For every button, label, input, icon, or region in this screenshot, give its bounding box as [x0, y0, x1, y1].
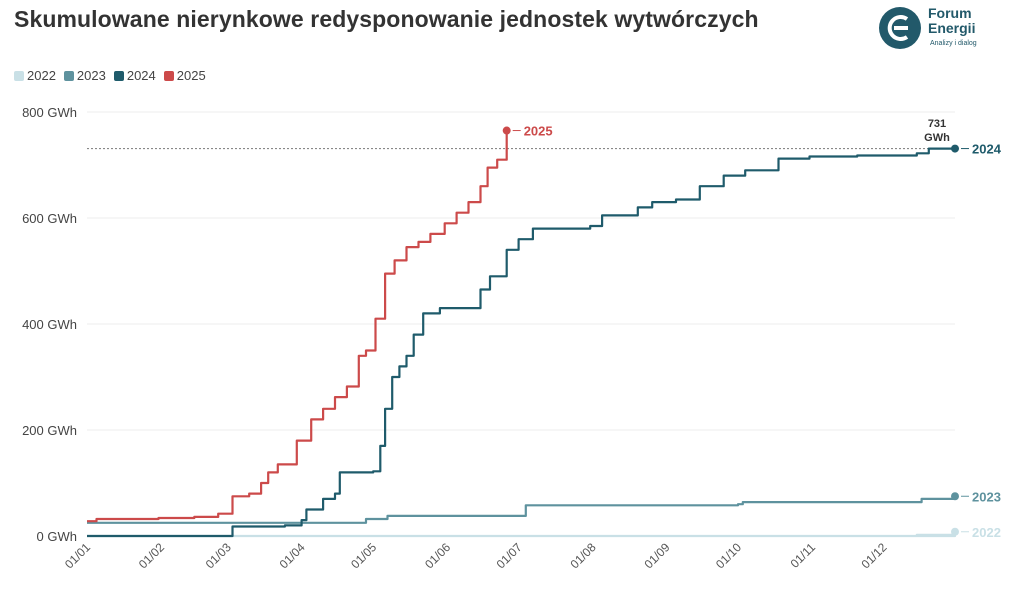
reference-label: 731 GWh — [924, 118, 950, 144]
brand-logo: Forum Energii Analizy i dialog — [878, 6, 1018, 56]
legend-label: 2022 — [27, 68, 56, 83]
legend-item-2024: 2024 — [113, 68, 156, 83]
brand-name-line2: Energii — [928, 20, 976, 36]
legend-swatch — [14, 70, 24, 81]
x-tick-label: 01/03 — [203, 540, 234, 571]
legend-swatch — [63, 70, 74, 81]
y-tick-label: 200 GWh — [22, 423, 77, 438]
x-tick-label: 01/07 — [494, 540, 525, 571]
series-line-2024 — [87, 147, 955, 538]
x-tick-label: 01/08 — [568, 540, 599, 571]
x-tick-label: 01/05 — [348, 540, 379, 571]
y-tick-label: 600 GWh — [22, 211, 77, 226]
page-title: Skumulowane nierynkowe redysponowanie je… — [14, 6, 759, 32]
series-endpoint-2024 — [951, 144, 959, 153]
x-tick-label: 01/11 — [788, 540, 819, 571]
legend-item-2022: 2022 — [14, 68, 56, 83]
series-end-label-2025: 2025 — [524, 124, 553, 139]
series-endpoint-2022 — [951, 527, 959, 536]
chart-legend: 2022 2023 2024 2025 — [14, 68, 206, 83]
x-tick-label: 01/06 — [422, 540, 453, 571]
legend-label: 2023 — [76, 68, 106, 83]
series-end-label-2022: 2022 — [972, 525, 1001, 540]
x-tick-label: 01/09 — [641, 540, 672, 571]
x-tick-label: 01/01 — [62, 540, 93, 571]
legend-item-2023: 2023 — [63, 68, 106, 83]
series-end-label-2023: 2023 — [972, 489, 1001, 504]
series-end-label-2024: 2024 — [972, 142, 1002, 157]
series-line-2023 — [87, 496, 957, 524]
brand-name: Forum Energii — [928, 6, 975, 36]
y-tick-label: 400 GWh — [22, 317, 77, 332]
x-tick-label: 01/10 — [713, 540, 744, 571]
legend-item-2025: 2025 — [163, 68, 206, 83]
series-endpoint-2025 — [502, 126, 511, 135]
x-tick-label: 01/04 — [277, 540, 308, 571]
y-tick-label: 0 GWh — [37, 529, 77, 544]
x-tick-label: 01/02 — [136, 540, 167, 571]
brand-name-line1: Forum — [928, 5, 972, 21]
x-tick-label: 01/12 — [858, 540, 889, 571]
forum-energii-logo-icon — [879, 7, 921, 49]
series-line-2025 — [87, 130, 508, 523]
legend-swatch — [113, 70, 124, 81]
y-tick-label: 800 GWh — [22, 105, 77, 120]
legend-label: 2025 — [176, 68, 206, 83]
legend-swatch — [163, 70, 174, 81]
brand-tagline: Analizy i dialog — [930, 40, 977, 47]
series-endpoint-2023 — [951, 492, 959, 501]
legend-label: 2024 — [126, 68, 156, 83]
